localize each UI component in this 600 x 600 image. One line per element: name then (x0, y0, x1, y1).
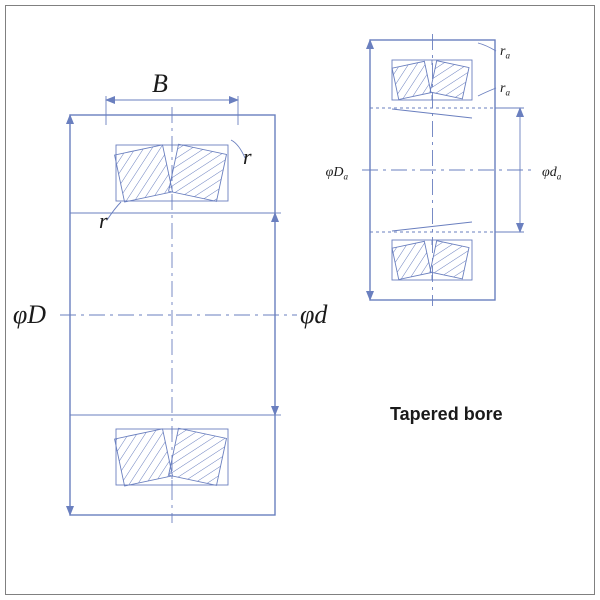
dim-label: r (99, 208, 108, 233)
dim-label: r (243, 144, 252, 169)
dim-label: ra (500, 81, 510, 98)
dim-label: φd (300, 300, 328, 329)
dim-label: B (152, 69, 168, 98)
dim-label: φDa (326, 165, 349, 182)
dim-label: φD (13, 300, 46, 329)
dim-label: φda (542, 165, 562, 182)
caption-tapered-bore: Tapered bore (390, 404, 503, 424)
dim-label: ra (500, 44, 510, 61)
